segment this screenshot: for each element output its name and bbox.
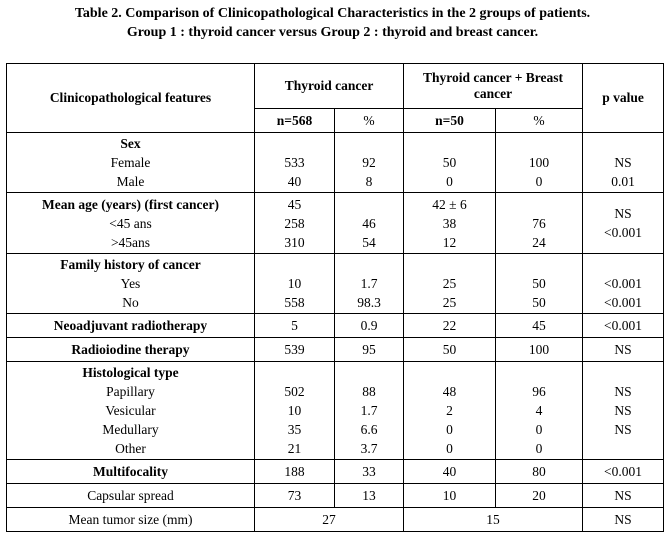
header-group-1: Thyroid cancer — [254, 63, 404, 109]
cell-pvalue: <0.001 — [582, 459, 665, 484]
cell-group-1: 27 — [254, 507, 404, 532]
cell-pvalue: NS <0.001 — [582, 192, 665, 254]
table-row-sex: Sex Female Male 533 40 92 8 50 0 100 0 NS 0.0… — [6, 132, 665, 193]
caption-line-2: Group 1 : thyroid cancer versus Group 2 … — [126, 25, 539, 40]
section-title: Histological type — [82, 365, 179, 380]
cell-p1: 46 54 — [334, 192, 404, 254]
cell-p2: 50 50 — [494, 253, 584, 314]
table-row-age: Mean age (years) (first cancer) <45 ans … — [6, 192, 665, 254]
cell-n1: 502 10 35 21 — [254, 361, 335, 460]
cell-p1: 95 — [334, 337, 404, 362]
cell-n2: 50 — [403, 337, 496, 362]
table-row-histological-type: Histological type Papillary Vesicular Me… — [6, 361, 665, 460]
comparison-table: Clinicopathological features Thyroid can… — [6, 63, 665, 532]
row-sublabel: <45 ans — [109, 215, 152, 231]
cell-pvalue: NS NS NS — [582, 361, 665, 460]
cell-p2: 80 — [494, 459, 584, 484]
cell-n2: 22 — [403, 313, 496, 338]
cell-n1: 533 40 — [254, 132, 335, 193]
row-label: Capsular spread — [6, 483, 255, 508]
cell-p1: 13 — [334, 483, 404, 508]
cell-pvalue: <0.001 <0.001 — [582, 253, 665, 314]
table-row-radioiodine: Radioiodine therapy 539 95 50 100 NS — [6, 337, 665, 362]
row-label: Histological type Papillary Vesicular Me… — [6, 361, 255, 460]
header-n1: n=568 — [254, 108, 335, 133]
cell-p2: 100 0 — [494, 132, 584, 193]
cell-n1: 45 258 310 — [254, 192, 335, 254]
cell-n2: 10 — [403, 483, 496, 508]
row-sublabel: Other — [115, 441, 146, 456]
cell-p2: 96 4 0 0 — [494, 361, 584, 460]
row-sublabel: Male — [116, 174, 145, 189]
header-n2: n=50 — [403, 108, 496, 133]
section-title: Family history of cancer — [60, 257, 201, 272]
cell-p2: 20 — [494, 483, 584, 508]
cell-p1: 1.7 98.3 — [334, 253, 404, 314]
cell-pvalue: NS — [582, 483, 665, 508]
row-sublabel: No — [122, 295, 139, 310]
cell-pvalue: <0.001 — [582, 313, 665, 338]
cell-p1: 92 8 — [334, 132, 404, 193]
cell-n2: 25 25 — [403, 253, 496, 314]
cell-n1: 539 — [254, 337, 335, 362]
header-features: Clinicopathological features — [6, 63, 255, 133]
section-title: Mean age (years) (first cancer) — [42, 196, 219, 212]
row-sublabel: Papillary — [106, 384, 155, 399]
cell-n1: 5 — [254, 313, 335, 338]
cell-p2: 45 — [494, 313, 584, 338]
header-pct1: % — [334, 108, 404, 133]
cell-n2: 50 0 — [403, 132, 496, 193]
cell-n2: 48 2 0 0 — [403, 361, 496, 460]
cell-p2: 76 24 — [494, 192, 584, 254]
row-label: Radioiodine therapy — [6, 337, 255, 362]
row-label: Mean tumor size (mm) — [6, 507, 255, 532]
row-sublabel: >45ans — [110, 234, 151, 250]
row-label: Sex Female Male — [6, 132, 255, 193]
cell-n1: 10 558 — [254, 253, 335, 314]
header-group-2: Thyroid cancer + Breast cancer — [402, 63, 584, 109]
row-sublabel: Yes — [120, 276, 141, 291]
section-title: Sex — [120, 136, 141, 151]
cell-pvalue: NS 0.01 — [582, 132, 665, 193]
cell-group-2: 15 — [402, 507, 584, 532]
cell-n1: 73 — [254, 483, 335, 508]
cell-n1: 188 — [254, 459, 335, 484]
row-sublabel: Medullary — [102, 422, 159, 437]
header-p-value: p value — [582, 63, 665, 133]
cell-p1: 0.9 — [334, 313, 404, 338]
header-pct2: % — [494, 108, 584, 133]
cell-pvalue: NS — [582, 337, 665, 362]
table-row-tumor-size: Mean tumor size (mm) 27 15 NS — [6, 507, 665, 532]
table-row-family-history: Family history of cancer Yes No 10 558 1.… — [6, 253, 665, 314]
table-row-multifocality: Multifocality 188 33 40 80 <0.001 — [6, 459, 665, 484]
caption-line-1: Table 2. Comparison of Clinicopathologic… — [74, 6, 591, 21]
cell-pvalue: NS — [582, 507, 665, 532]
table-row-capsular-spread: Capsular spread 73 13 10 20 NS — [6, 483, 665, 508]
cell-n2: 42 ± 6 38 12 — [403, 192, 496, 254]
table-caption: Table 2. Comparison of Clinicopathologic… — [0, 4, 665, 42]
header-row: Clinicopathological features Thyroid can… — [6, 63, 665, 133]
row-label: Mean age (years) (first cancer) <45 ans … — [6, 192, 255, 254]
cell-n2: 40 — [403, 459, 496, 484]
row-label: Family history of cancer Yes No — [6, 253, 255, 314]
table-row-neoadjuvant: Neoadjuvant radiotherapy 5 0.9 22 45 <0.… — [6, 313, 665, 338]
row-sublabel: Female — [110, 155, 151, 170]
cell-p2: 100 — [494, 337, 584, 362]
row-sublabel: Vesicular — [105, 403, 156, 418]
cell-p1: 88 1.7 6.6 3.7 — [334, 361, 404, 460]
row-label: Neoadjuvant radiotherapy — [6, 313, 255, 338]
cell-p1: 33 — [334, 459, 404, 484]
row-label: Multifocality — [6, 459, 255, 484]
